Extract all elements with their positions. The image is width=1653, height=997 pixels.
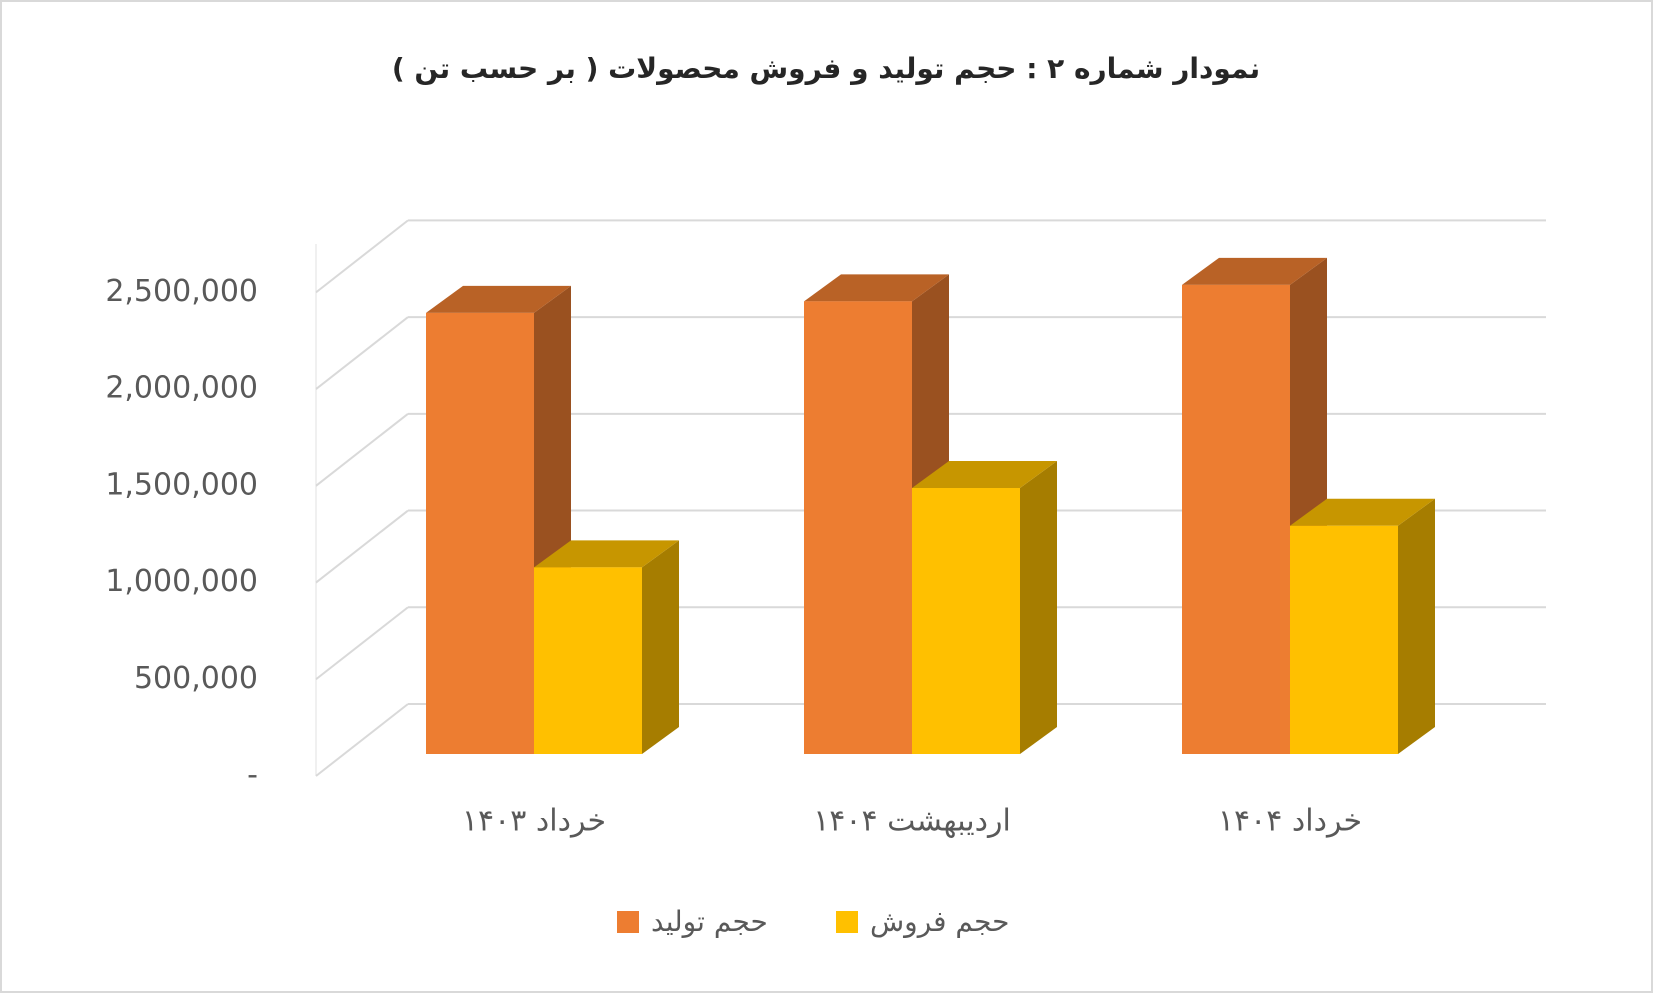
legend-label: حجم تولید bbox=[651, 905, 768, 938]
x-tick-label: خرداد ۱۴۰۳ bbox=[462, 804, 606, 839]
y-tick-label: - bbox=[247, 758, 258, 793]
y-tick-label: 500,000 bbox=[134, 661, 258, 696]
legend-label: حجم فروش bbox=[870, 905, 1009, 938]
bar-top bbox=[426, 285, 571, 313]
bar bbox=[912, 488, 1020, 754]
bar-top bbox=[804, 274, 949, 302]
side-grid-line bbox=[315, 316, 409, 390]
y-tick-label: 1,000,000 bbox=[105, 564, 258, 599]
bar-top bbox=[534, 540, 679, 568]
bar-top bbox=[1290, 498, 1435, 526]
bar bbox=[426, 312, 534, 754]
y-tick-label: 2,500,000 bbox=[105, 274, 258, 309]
chart-title: نمودار شماره ۲ : حجم تولید و فروش محصولا… bbox=[392, 52, 1260, 85]
y-tick-label: 2,000,000 bbox=[105, 371, 258, 406]
y-tick-label: 1,500,000 bbox=[105, 467, 258, 502]
side-grid-line bbox=[315, 219, 409, 294]
bar bbox=[1182, 284, 1290, 754]
x-tick-label: خرداد ۱۴۰۴ bbox=[1218, 804, 1362, 839]
legend-swatch bbox=[836, 911, 858, 933]
side-grid-line bbox=[315, 703, 409, 777]
side-grid-line bbox=[315, 606, 409, 681]
bar-side bbox=[642, 540, 679, 754]
bar bbox=[804, 301, 912, 754]
bar-top bbox=[1182, 257, 1327, 285]
bar-top bbox=[912, 461, 1057, 488]
bar bbox=[534, 567, 642, 754]
x-tick-label: اردیبهشت ۱۴۰۴ bbox=[813, 804, 1011, 839]
side-grid-line bbox=[315, 413, 409, 487]
bar-side bbox=[1020, 461, 1057, 754]
bar bbox=[1290, 525, 1398, 754]
side-grid-line bbox=[315, 509, 409, 584]
legend-swatch bbox=[617, 911, 639, 933]
bar-side bbox=[1398, 498, 1435, 754]
